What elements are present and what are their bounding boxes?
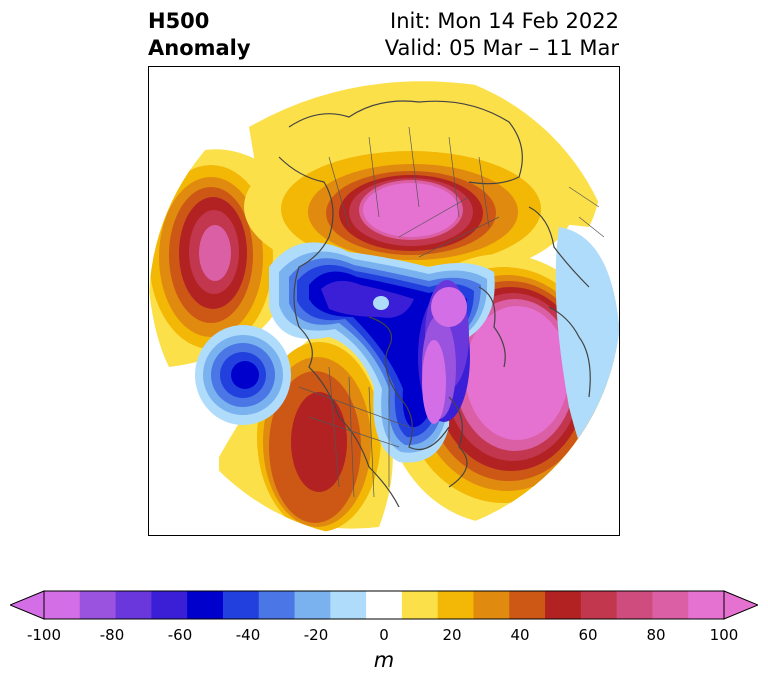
colorbar-ticks: -100 -80 -60 -40 -20 0 20 40 60 80 100: [0, 626, 768, 646]
colorbar-bin: [151, 591, 188, 619]
colorbar-bin: [366, 591, 403, 619]
colorbar-under-extension: [10, 590, 45, 620]
colorbar-bin: [437, 591, 474, 619]
colorbar-tick-label: 20: [442, 626, 462, 644]
country-borders: [298, 126, 605, 498]
field-title: H500: [148, 9, 210, 33]
init-date: Init: Mon 14 Feb 2022: [390, 9, 619, 33]
colorbar-tick-label: -80: [99, 626, 125, 644]
negative-anomaly-arctic-trough: [269, 242, 495, 463]
colorbar-bin: [44, 591, 81, 619]
colorbar-tick-label: 100: [709, 626, 739, 644]
colorbar-unit: m: [373, 648, 395, 672]
colorbar-bin: [545, 591, 582, 619]
colorbar-bin: [187, 591, 224, 619]
chart-title-right: Init: Mon 14 Feb 2022 Valid: 05 Mar – 11…: [385, 8, 619, 62]
colorbar-bin: [115, 591, 152, 619]
valid-range: Valid: 05 Mar – 11 Mar: [384, 36, 619, 60]
chart-title-left: H500 Anomaly: [148, 8, 251, 62]
colorbar-tick-label: -100: [26, 626, 62, 644]
colorbar-bin: [616, 591, 653, 619]
colorbar: [10, 590, 758, 620]
colorbar-tick-label: 40: [510, 626, 530, 644]
colorbar-over-extension: [723, 590, 758, 620]
colorbar-tick-label: 0: [379, 626, 389, 644]
colorbar-bin: [222, 591, 260, 619]
colorbar-tick-label: -40: [235, 626, 261, 644]
anomaly-map: [149, 67, 619, 535]
colorbar-bin: [509, 591, 546, 619]
colorbar-bin: [79, 591, 117, 619]
colorbar-tick-label: 60: [578, 626, 598, 644]
colorbar-frame: [43, 590, 725, 620]
colorbar-bin: [473, 591, 510, 619]
colorbar-bin: [258, 591, 296, 619]
colorbar-bin: [652, 591, 689, 619]
kind-title: Anomaly: [148, 36, 251, 60]
colorbar-bin: [401, 591, 439, 619]
colorbar-tick-label: -60: [167, 626, 193, 644]
coastlines: [278, 100, 591, 508]
colorbar-bin: [580, 591, 618, 619]
colorbar-tick-label: -20: [303, 626, 329, 644]
colorbar-bin: [330, 591, 367, 619]
map-panel: [148, 66, 620, 536]
negative-anomaly-pacific: [195, 325, 291, 425]
colorbar-bin: [688, 591, 725, 619]
colorbar-bin: [294, 591, 331, 619]
colorbar-tick-label: 80: [646, 626, 666, 644]
